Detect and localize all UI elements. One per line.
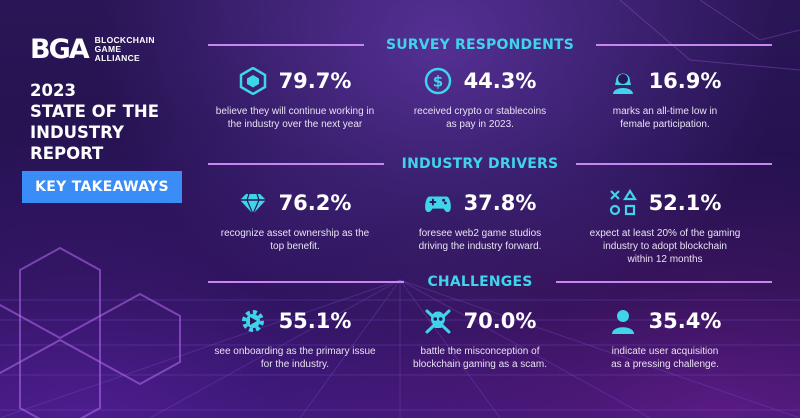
bga-logo: BGA BLOCKCHAIN GAME ALLIANCE (30, 34, 155, 65)
stat-value: 55.1% (278, 309, 352, 333)
stat-card: 16.9% marks an all-time low in female pa… (575, 62, 755, 131)
logo-text-line: BLOCKCHAIN GAME ALLIANCE (94, 35, 155, 63)
section-title-challenges: CHALLENGES (427, 274, 533, 290)
stat-card: 76.2% recognize asset ownership as the t… (205, 184, 385, 253)
logo-text: BLOCKCHAIN GAME ALLIANCE (95, 36, 155, 63)
section-divider-right (576, 163, 772, 165)
stat-description: recognize asset ownership as the top ben… (220, 228, 370, 252)
report-title: 2023 STATE OF THE INDUSTRY REPORT (30, 81, 159, 163)
stat-value: 44.3% (463, 69, 537, 93)
stat-value: 16.9% (648, 69, 722, 93)
stat-description: expect at least 20% of the gaming indust… (589, 228, 741, 265)
section-title-drivers: INDUSTRY DRIVERS (401, 156, 559, 172)
stat-card: 55.1% see onboarding as the primary issu… (205, 302, 385, 371)
stat-description: battle the misconception of blockchain g… (413, 346, 547, 370)
stat-value: 79.7% (278, 69, 352, 93)
user-acquisition-icon (609, 307, 637, 335)
stat-card: 52.1% expect at least 20% of the gaming … (575, 184, 755, 266)
stat-description: see onboarding as the primary issue for … (214, 346, 376, 370)
stat-card: 70.0% battle the misconception of blockc… (390, 302, 570, 371)
dollar-coin-icon: $ (424, 67, 452, 95)
stat-value: 37.8% (463, 191, 537, 215)
female-user-icon (609, 67, 637, 95)
svg-text:$: $ (432, 73, 442, 91)
stat-card: 37.8% foresee web2 game studios driving … (390, 184, 570, 253)
stat-description: marks an all-time low in female particip… (612, 106, 718, 130)
stat-value: 35.4% (648, 309, 722, 333)
section-title-survey: SURVEY RESPONDENTS (385, 37, 575, 53)
section-divider-left (208, 163, 384, 165)
onboarding-gear-icon (239, 307, 267, 335)
stat-value: 70.0% (463, 309, 537, 333)
skull-crossbones-icon (424, 307, 452, 335)
stat-description: foresee web2 game studios driving the in… (418, 228, 542, 252)
stat-card: 35.4% indicate user acquisition as a pre… (575, 302, 755, 371)
stat-card: 79.7% believe they will continue working… (205, 62, 385, 131)
stat-card: $ 44.3% received crypto or stablecoins a… (390, 62, 570, 131)
stat-value: 52.1% (648, 191, 722, 215)
cube-emblem-icon (239, 67, 267, 95)
stat-value: 76.2% (278, 191, 352, 215)
section-divider-left (208, 44, 364, 46)
diamond-icon (239, 189, 267, 217)
console-symbols-icon (609, 189, 637, 217)
section-divider-right (556, 281, 772, 283)
section-divider-left (208, 281, 404, 283)
key-takeaways-badge: KEY TAKEAWAYS (22, 171, 182, 203)
stat-description: believe they will continue working in th… (215, 106, 375, 130)
logo-mark: BGA (30, 34, 90, 65)
gamepad-icon (424, 189, 452, 217)
stat-description: received crypto or stablecoins as pay in… (413, 106, 547, 130)
section-divider-right (596, 44, 772, 46)
stat-description: indicate user acquisition as a pressing … (611, 346, 719, 370)
